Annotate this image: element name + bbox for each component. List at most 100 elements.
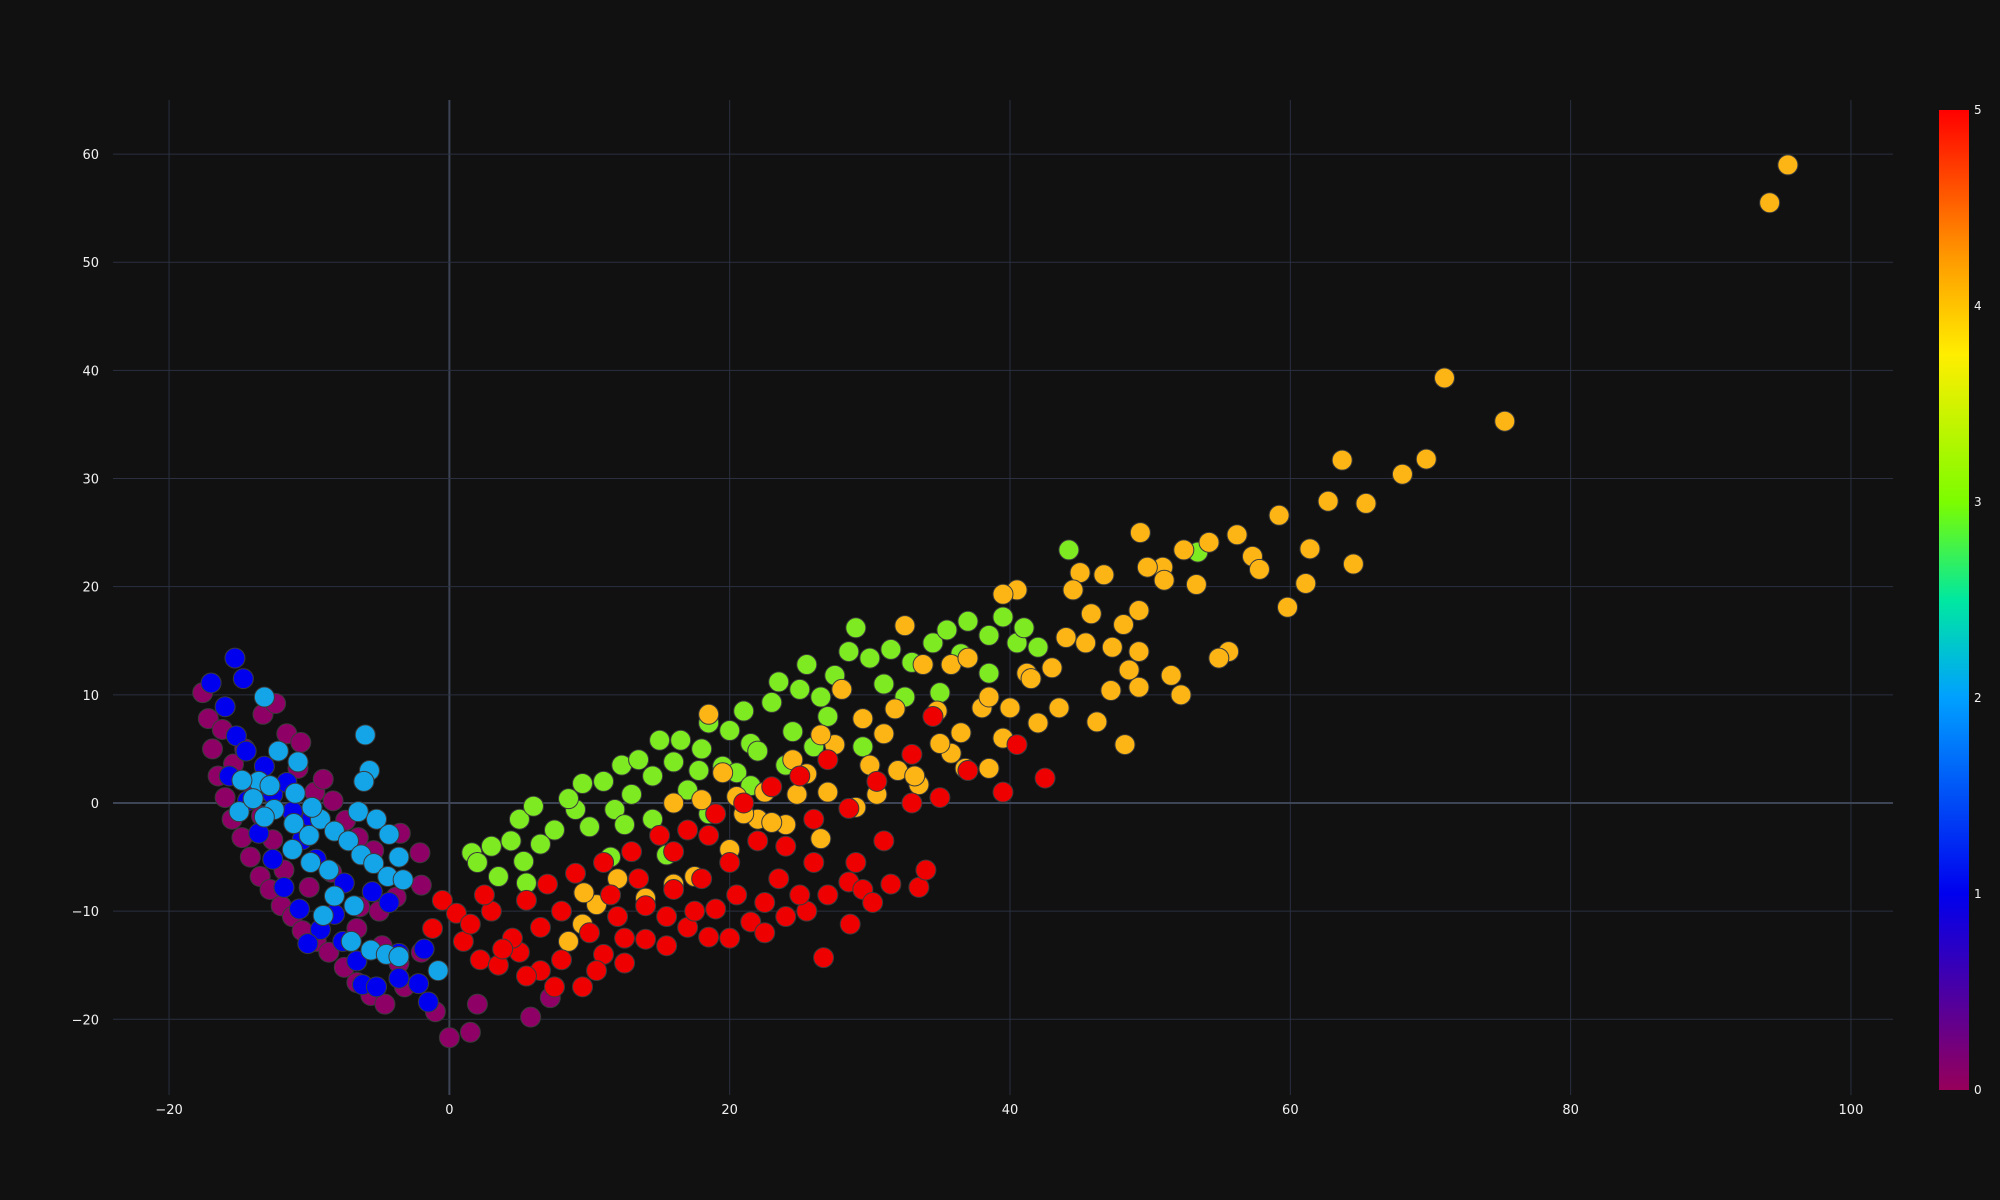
scatter-point	[719, 851, 741, 873]
scatter-point	[500, 830, 522, 852]
scatter-point	[492, 938, 514, 960]
scatter-point	[466, 993, 488, 1015]
y-tick-label: 60	[82, 148, 99, 163]
scatter-point	[1128, 641, 1150, 663]
scatter-point	[1128, 599, 1150, 621]
scatter-point	[1173, 539, 1195, 561]
scatter-point	[445, 902, 467, 924]
scatter-point	[365, 808, 387, 830]
scatter-point	[663, 879, 685, 901]
scatter-point	[273, 876, 295, 898]
scatter-point	[422, 917, 444, 939]
scatter-point	[1268, 504, 1290, 526]
y-tick-label: 30	[82, 473, 99, 488]
scatter-point	[873, 830, 895, 852]
scatter-point	[813, 947, 835, 969]
scatter-point	[378, 891, 400, 913]
scatter-point	[852, 708, 874, 730]
scatter-point	[572, 773, 594, 795]
scatter-point	[1006, 734, 1028, 756]
scatter-point	[1055, 627, 1077, 649]
scatter-point	[1013, 617, 1035, 639]
scatter-point	[337, 830, 359, 852]
scatter-point	[290, 731, 312, 753]
scatter-point	[733, 700, 755, 722]
x-tick-label: 80	[1562, 1103, 1579, 1118]
scatter-point	[579, 816, 601, 838]
scatter-point	[543, 819, 565, 841]
scatter-point	[520, 1006, 542, 1028]
scatter-point	[558, 930, 580, 952]
scatter-point	[663, 841, 685, 863]
scatter-point	[431, 889, 453, 911]
scatter-point	[363, 853, 385, 875]
scatter-point	[487, 866, 509, 888]
y-tick-label: 20	[82, 581, 99, 596]
scatter-point	[459, 913, 481, 935]
scatter-point	[649, 824, 671, 846]
scatter-point	[862, 891, 884, 913]
scatter-point	[810, 724, 832, 746]
scatter-point	[1100, 680, 1122, 702]
scatter-point	[614, 952, 636, 974]
scatter-point	[936, 619, 958, 641]
scatter-point	[343, 895, 365, 917]
scatter-point	[677, 819, 699, 841]
scatter-point	[691, 789, 713, 811]
scatter-point	[747, 740, 769, 762]
scatter-point	[408, 973, 430, 995]
scatter-point	[912, 654, 934, 676]
scatter-point	[688, 760, 710, 782]
scatter-point	[873, 723, 895, 745]
scatter-point	[515, 965, 537, 987]
scatter-point	[346, 950, 368, 972]
scatter-point	[614, 927, 636, 949]
scatter-point	[922, 705, 944, 727]
scatter-point	[1226, 524, 1248, 546]
scatter-point	[508, 808, 530, 830]
scatter-point	[1020, 668, 1042, 690]
scatter-point	[388, 946, 410, 968]
scatter-point	[663, 751, 685, 773]
scatter-point	[312, 768, 334, 790]
scatter-point	[1093, 564, 1115, 586]
scatter-point	[978, 662, 1000, 684]
scatter-point	[789, 765, 811, 787]
scatter-point	[1208, 647, 1230, 669]
scatter-point	[473, 884, 495, 906]
scatter-point	[374, 993, 396, 1015]
scatter-point	[845, 617, 867, 639]
scatter-point	[466, 851, 488, 873]
scatter-point	[438, 1027, 460, 1049]
scatter-point	[628, 749, 650, 771]
scatter-point	[427, 960, 449, 982]
scatter-point	[733, 792, 755, 814]
scatter-point	[691, 738, 713, 760]
scatter-points	[192, 154, 1799, 1049]
scatter-point	[845, 851, 867, 873]
scatter-point	[284, 782, 306, 804]
scatter-point	[573, 882, 595, 904]
scatter-point	[656, 906, 678, 928]
x-tick-label: 40	[1002, 1103, 1019, 1118]
scatter-point	[318, 941, 340, 963]
scatter-point	[283, 813, 305, 835]
scatter-point	[409, 842, 431, 864]
scatter-point	[354, 724, 376, 746]
scatter-point	[839, 913, 861, 935]
scatter-point	[513, 850, 535, 872]
colorbar-tick-label: 3	[1974, 495, 1982, 509]
scatter-point	[1114, 734, 1136, 756]
colorbar-tick-label: 1	[1974, 887, 1982, 901]
scatter-point	[301, 796, 323, 818]
scatter-point	[978, 757, 1000, 779]
scatter-point	[1170, 684, 1192, 706]
x-tick-label: 0	[445, 1103, 453, 1118]
scatter-point	[789, 884, 811, 906]
scatter-point	[782, 721, 804, 743]
scatter-point	[978, 686, 1000, 708]
scatter-point	[712, 762, 734, 784]
scatter-point	[1433, 367, 1455, 389]
scatter-point	[761, 691, 783, 713]
scatter-point	[239, 846, 261, 868]
